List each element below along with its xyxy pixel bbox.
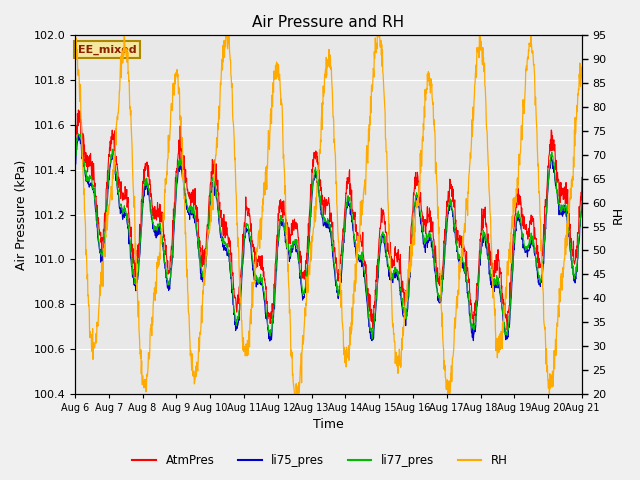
- Legend: AtmPres, li75_pres, li77_pres, RH: AtmPres, li75_pres, li77_pres, RH: [128, 449, 512, 472]
- X-axis label: Time: Time: [313, 419, 344, 432]
- Text: EE_mixed: EE_mixed: [77, 44, 136, 55]
- Y-axis label: RH: RH: [612, 205, 625, 224]
- Title: Air Pressure and RH: Air Pressure and RH: [252, 15, 404, 30]
- Y-axis label: Air Pressure (kPa): Air Pressure (kPa): [15, 159, 28, 270]
